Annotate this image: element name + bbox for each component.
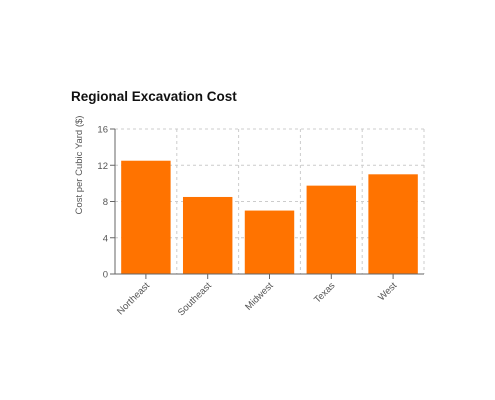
bar-midwest <box>244 210 295 274</box>
x-tick-label: Northeast <box>115 280 152 317</box>
axes <box>110 128 424 279</box>
bar-northeast <box>121 160 171 274</box>
x-tick-label: Texas <box>312 280 338 306</box>
y-tick-label: 16 <box>97 125 108 136</box>
x-tick-label: West <box>376 280 399 303</box>
bar-southeast <box>182 196 233 274</box>
chart-title: Regional Excavation Cost <box>71 89 237 104</box>
y-tick-labels: 0 4 8 12 16 <box>97 125 108 281</box>
bar-texas <box>306 185 357 274</box>
y-tick-label: 4 <box>103 233 108 244</box>
x-tick-label: Southeast <box>176 280 214 318</box>
x-tick-label: Midwest <box>243 280 276 313</box>
bars <box>121 160 418 274</box>
grid-lines <box>115 128 425 274</box>
y-tick-label: 8 <box>103 197 108 208</box>
y-tick-label: 0 <box>103 270 108 281</box>
x-tick-labels: Northeast Southeast Midwest Texas West <box>115 280 399 318</box>
y-axis-label: Cost per Cubic Yard ($) <box>74 116 85 215</box>
bar-west <box>368 174 418 274</box>
y-tick-label: 12 <box>97 161 108 172</box>
